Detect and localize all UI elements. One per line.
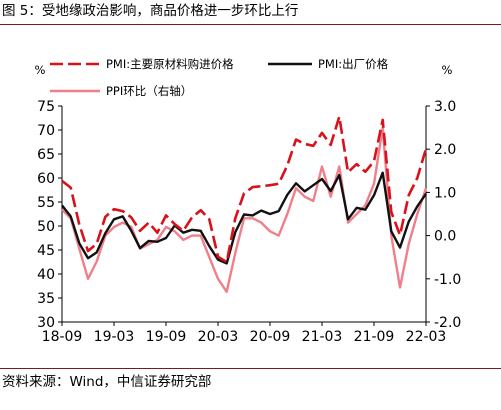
right-tick-label: 2.0 <box>434 142 456 158</box>
chart-series <box>61 115 428 293</box>
x-tick-label: 20-09 <box>250 329 291 345</box>
x-tick-label: 21-03 <box>302 329 343 345</box>
right-tick-label: 0.0 <box>434 229 456 245</box>
right-tick-label: -2.0 <box>434 315 461 331</box>
series-line-ppi_mom <box>61 126 428 293</box>
right-tick-label: -1.0 <box>434 272 461 288</box>
x-tick-label: 22-03 <box>406 329 447 345</box>
legend-label-ppi_mom: PPI环比（右轴） <box>106 84 192 98</box>
x-tick-label: 19-03 <box>94 329 135 345</box>
series-line-pmi_main <box>61 115 428 264</box>
right-tick-label: 1.0 <box>434 185 456 201</box>
series-line-pmi_out <box>61 171 427 265</box>
chart-axes: 30 35 40 45 50 55 60 65 70 75 -2.0 -1.0 0.0 1.0 2.0 3.0… <box>35 63 462 345</box>
legend-label-pmi_out: PMI:出厂价格 <box>318 57 389 71</box>
left-tick-label: 65 <box>37 147 55 163</box>
source-rule <box>0 368 501 369</box>
left-tick-label: 55 <box>37 195 55 211</box>
left-tick-label: 35 <box>37 291 55 307</box>
x-tick-label: 18-09 <box>42 329 83 345</box>
x-tick-label: 19-09 <box>146 329 187 345</box>
left-unit-label: % <box>35 63 46 77</box>
right-unit-label: % <box>442 63 453 77</box>
right-tick-label: 3.0 <box>434 99 456 115</box>
left-tick-label: 75 <box>37 99 55 115</box>
line-chart: 30 35 40 45 50 55 60 65 70 75 -2.0 -1.0 0.0 1.0 2.0 3.0… <box>35 57 462 345</box>
left-tick-label: 60 <box>37 171 55 187</box>
x-tick-label: 20-03 <box>198 329 239 345</box>
chart-legend: PMI:主要原材料购进价格 PMI:出厂价格 PPI环比（右轴） <box>50 57 389 98</box>
legend-label-pmi_main: PMI:主要原材料购进价格 <box>106 57 234 71</box>
left-tick-label: 30 <box>37 315 55 331</box>
figure-title: 图 5：受地缘政治影响，商品价格进一步环比上行 <box>2 3 299 19</box>
x-tick-label: 21-09 <box>354 329 395 345</box>
left-tick-label: 70 <box>37 123 55 139</box>
left-tick-label: 40 <box>37 267 55 283</box>
title-rule <box>0 24 501 25</box>
left-tick-label: 50 <box>37 219 55 235</box>
figure-source: 资料来源：Wind，中信证券研究部 <box>2 374 212 390</box>
left-tick-label: 45 <box>37 243 55 259</box>
